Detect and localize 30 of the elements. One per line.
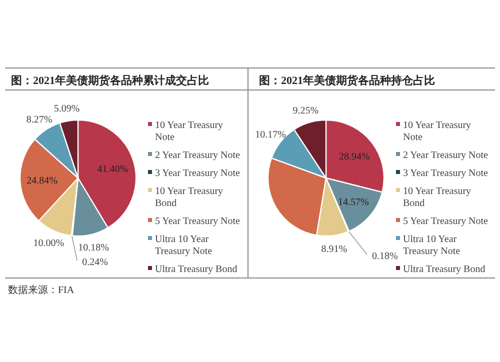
legend-label: 5 Year Treasury Note (155, 216, 241, 227)
data-label: 8.91% (321, 244, 348, 255)
data-label: 14.57% (338, 196, 369, 208)
data-label: 28.94% (338, 151, 370, 162)
legend-label: Ultra Treasury Bond (155, 264, 238, 275)
chart-title: 图：2021年美债期货各品种持仓占比 (259, 74, 435, 87)
data-label: 24.84% (26, 175, 58, 186)
legend-label: Ultra Treasury Bond (403, 264, 486, 275)
legend-label: Ultra 10 Year Treasury Note (403, 234, 461, 257)
legend-label: 5 Year Treasury Note (403, 216, 489, 227)
legend-label: 3 Year Treasury Note (403, 168, 489, 179)
data-label: 5.09% (54, 104, 80, 115)
data-label: 10.00% (33, 238, 64, 249)
data-label: 9.25% (292, 106, 319, 117)
legend-label: 2 Year Treasury Note (155, 150, 241, 161)
legend-label: 10 Year Treasury Bond (155, 186, 224, 209)
legend-label: Ultra 10 Year Treasury Note (155, 234, 213, 257)
legend-label: 2 Year Treasury Note (403, 150, 489, 161)
data-label: 0.24% (82, 257, 108, 268)
data-label: 8.27% (26, 114, 52, 126)
data-label: 10.18% (78, 242, 109, 254)
source-note: 数据来源：FIA (8, 284, 75, 296)
data-label: 0.18% (372, 250, 398, 262)
legend-label: 10 Year Treasury Note (403, 120, 472, 143)
legend-label: 10 Year Treasury Note (155, 120, 224, 143)
legend-label: 10 Year Treasury Bond (403, 186, 472, 209)
chart-title: 图：2021年美债期货各品种累计成交占比 (11, 74, 209, 87)
data-label: 41.40% (97, 164, 128, 175)
legend-label: 3 Year Treasury Note (155, 168, 241, 179)
data-label: 10.17% (255, 130, 286, 141)
